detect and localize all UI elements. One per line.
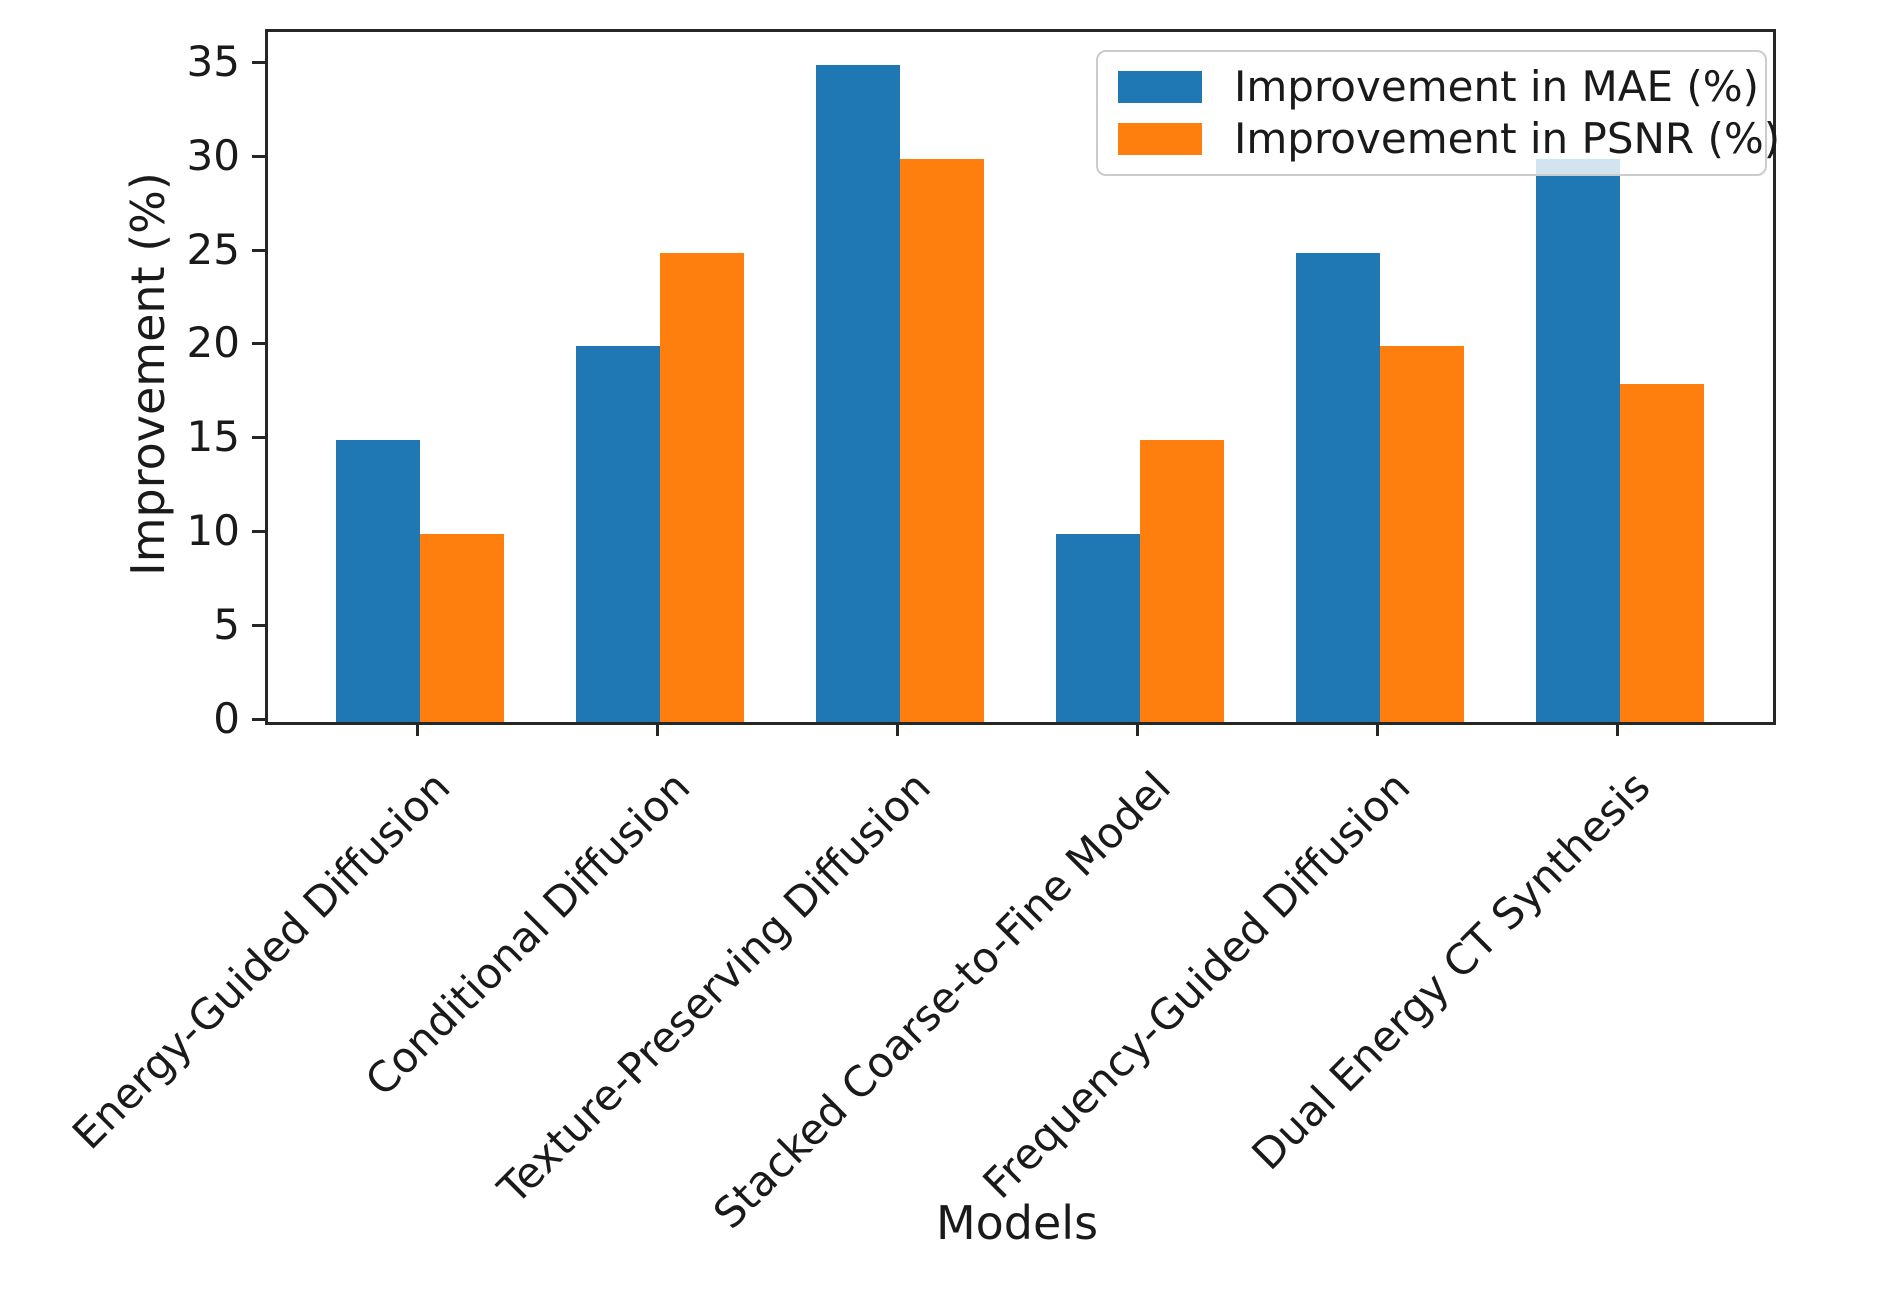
legend-item-psnr: Improvement in PSNR (%) <box>1118 115 1780 163</box>
y-tick-label: 20 <box>186 318 240 367</box>
y-tick-label: 0 <box>213 694 240 743</box>
y-tick-label: 5 <box>213 600 240 649</box>
bar-psnr-3 <box>1140 440 1224 722</box>
bar-mae-2 <box>816 65 900 722</box>
y-tick-label: 25 <box>186 225 240 274</box>
legend-item-mae: Improvement in MAE (%) <box>1118 63 1759 111</box>
x-tick-label: Texture-Preserving Diffusion <box>488 762 940 1214</box>
y-tick-mark <box>252 61 265 64</box>
bar-mae-5 <box>1536 159 1620 722</box>
bar-psnr-2 <box>900 159 984 722</box>
y-tick-label: 15 <box>186 412 240 461</box>
legend-swatch-psnr <box>1118 123 1202 155</box>
y-tick-mark <box>252 155 265 158</box>
x-tick-mark <box>416 722 419 736</box>
x-tick-mark <box>1376 722 1379 736</box>
x-tick-mark <box>1616 722 1619 736</box>
legend-label-psnr: Improvement in PSNR (%) <box>1234 114 1781 163</box>
legend-swatch-mae <box>1118 71 1202 103</box>
bar-mae-3 <box>1056 534 1140 722</box>
bar-mae-1 <box>576 346 660 722</box>
y-axis-label: Improvement (%) <box>121 172 175 576</box>
x-tick-mark <box>896 722 899 736</box>
bar-mae-4 <box>1296 253 1380 722</box>
y-tick-mark <box>252 249 265 252</box>
legend-label-mae: Improvement in MAE (%) <box>1234 62 1760 111</box>
y-tick-label: 30 <box>186 131 240 180</box>
x-tick-mark <box>1136 722 1139 736</box>
x-tick-label: Energy-Guided Diffusion <box>63 762 460 1159</box>
bar-psnr-1 <box>660 253 744 722</box>
x-tick-mark <box>656 722 659 736</box>
bar-psnr-4 <box>1380 346 1464 722</box>
legend: Improvement in MAE (%) Improvement in PS… <box>1096 50 1780 176</box>
x-tick-label: Frequency-Guided Diffusion <box>973 762 1420 1208</box>
y-tick-label: 35 <box>186 37 240 86</box>
y-tick-mark <box>252 624 265 627</box>
bar-psnr-0 <box>420 534 504 722</box>
bar-psnr-5 <box>1620 384 1704 722</box>
x-tick-label: Dual Energy CT Synthesis <box>1242 762 1660 1180</box>
y-tick-mark <box>252 718 265 721</box>
bar-mae-0 <box>336 440 420 722</box>
x-tick-label: Stacked Coarse-to-Fine Model <box>703 762 1180 1239</box>
y-tick-mark <box>252 530 265 533</box>
y-tick-label: 10 <box>186 506 240 555</box>
y-tick-mark <box>252 342 265 345</box>
y-tick-mark <box>252 436 265 439</box>
x-axis-label: Models <box>935 1196 1099 1250</box>
